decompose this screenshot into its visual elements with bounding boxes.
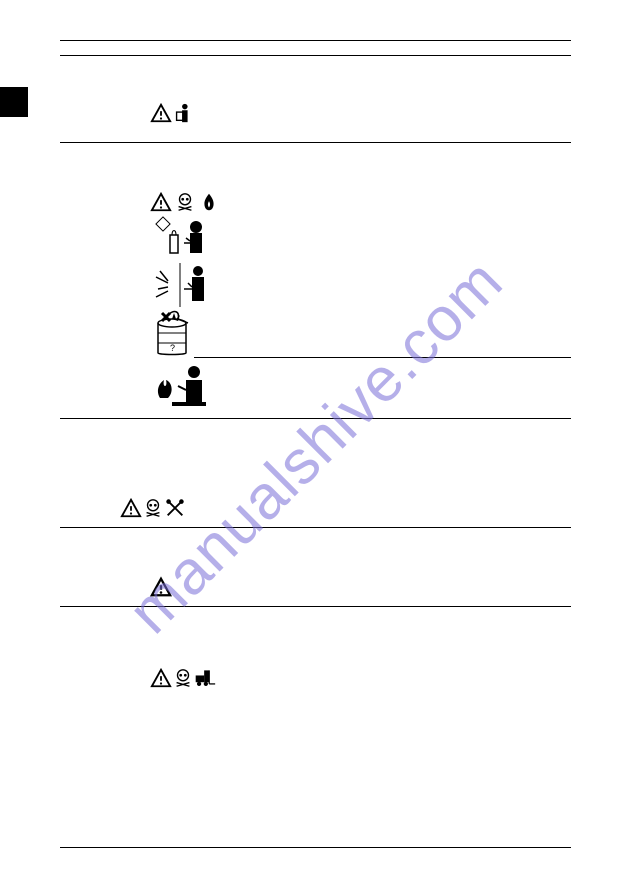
skull-icon	[174, 191, 196, 213]
flame-icon	[198, 191, 220, 213]
tools-icon	[164, 497, 186, 519]
icon-row	[150, 191, 220, 213]
row-s5	[60, 667, 571, 689]
skull-icon	[142, 497, 164, 519]
row-s2b	[60, 358, 571, 410]
svg-text:?: ?	[170, 343, 175, 353]
warning-triangle-icon	[150, 667, 172, 689]
warning-triangle-icon	[150, 191, 172, 213]
row-s2: ?	[60, 191, 571, 357]
warning-triangle-icon	[150, 102, 172, 124]
row-s4	[60, 576, 571, 598]
fire-person-icon	[150, 362, 198, 410]
warning-triangle-icon	[150, 576, 172, 598]
drum-no-weld-icon: ?	[150, 309, 198, 357]
side-tab	[0, 87, 28, 117]
skull-icon	[172, 667, 194, 689]
forklift-icon	[194, 667, 216, 689]
person-manual-icon	[172, 102, 194, 124]
rule-footer	[60, 847, 571, 848]
row-s1	[60, 102, 571, 124]
manual-page: ?	[0, 0, 631, 893]
row-s3	[60, 497, 571, 519]
warning-triangle-icon	[120, 497, 142, 519]
welding-sparks-icon	[150, 261, 198, 309]
flammable-aerosol-icon	[150, 213, 198, 261]
